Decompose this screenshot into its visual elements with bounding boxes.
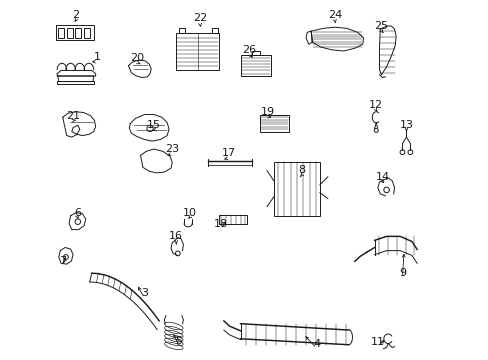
Text: 18: 18 xyxy=(213,220,227,229)
Text: 22: 22 xyxy=(193,13,207,23)
Bar xyxy=(56,25,94,40)
Text: 25: 25 xyxy=(374,21,387,31)
Bar xyxy=(176,33,219,69)
Bar xyxy=(57,81,94,84)
Text: 6: 6 xyxy=(74,208,81,217)
Bar xyxy=(211,28,218,33)
Text: 7: 7 xyxy=(59,256,66,266)
Text: 12: 12 xyxy=(368,100,383,111)
Text: 26: 26 xyxy=(242,45,256,55)
Bar xyxy=(84,28,90,38)
Text: 17: 17 xyxy=(221,148,235,158)
Text: 20: 20 xyxy=(130,53,144,63)
Bar xyxy=(241,55,270,76)
Text: 1: 1 xyxy=(93,52,100,62)
Text: 3: 3 xyxy=(141,288,148,298)
Text: 13: 13 xyxy=(399,120,412,130)
Bar xyxy=(75,28,81,38)
Text: 15: 15 xyxy=(147,120,161,130)
Bar xyxy=(218,215,247,224)
Text: 11: 11 xyxy=(370,337,384,347)
Text: 14: 14 xyxy=(375,172,389,182)
Text: 23: 23 xyxy=(165,144,179,154)
Bar xyxy=(273,162,319,216)
Text: 19: 19 xyxy=(260,107,274,117)
Bar xyxy=(260,115,288,131)
Bar xyxy=(252,51,260,55)
Bar xyxy=(58,28,64,38)
Text: 8: 8 xyxy=(298,165,305,175)
Text: 2: 2 xyxy=(72,10,79,20)
Text: 4: 4 xyxy=(312,338,320,348)
Text: 16: 16 xyxy=(169,231,183,241)
Text: 24: 24 xyxy=(327,10,342,20)
Bar xyxy=(66,28,73,38)
Text: 21: 21 xyxy=(66,111,80,121)
Text: 5: 5 xyxy=(175,336,182,346)
Text: 10: 10 xyxy=(183,208,196,217)
Text: 9: 9 xyxy=(398,268,405,278)
Bar xyxy=(179,28,185,33)
